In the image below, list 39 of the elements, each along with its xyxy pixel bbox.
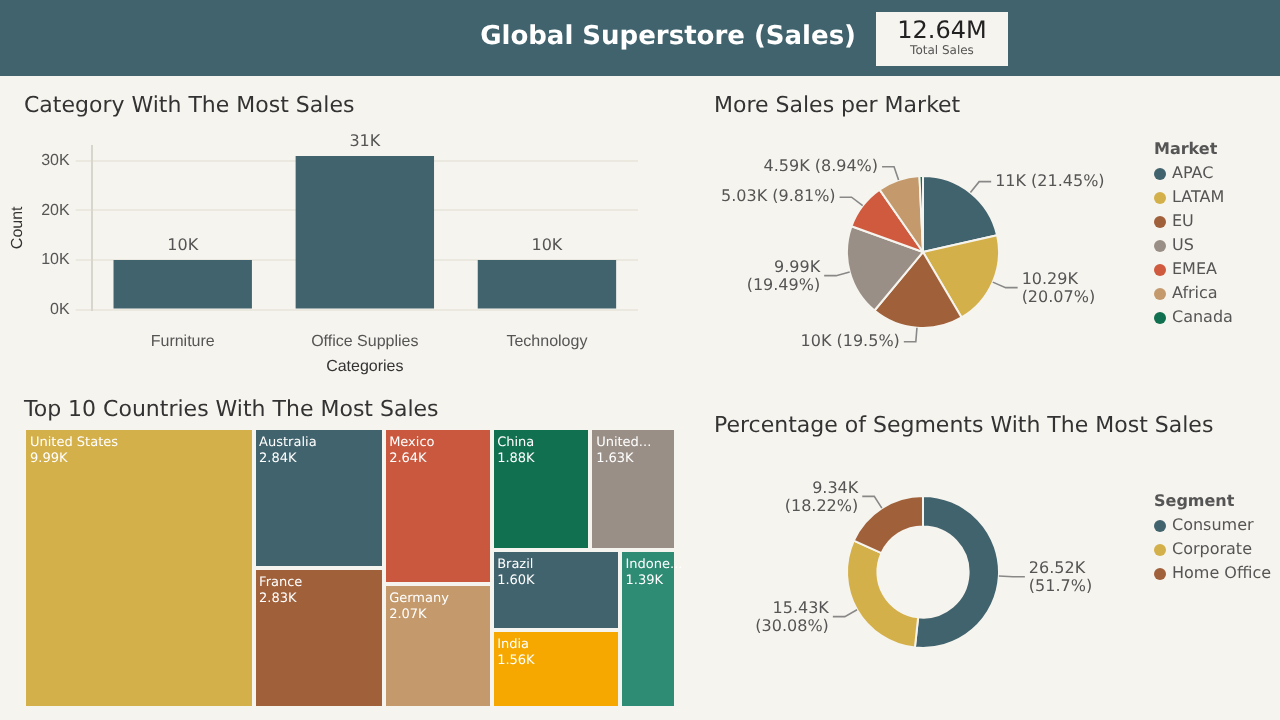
text: Global Superstore (Sales) xyxy=(480,22,856,52)
data-label: 5.03K (9.81%) xyxy=(721,187,836,206)
text: Top 10 Countries With The Most Sales xyxy=(24,396,441,422)
data-label: 4.59K (8.94%) xyxy=(763,156,879,175)
x-tick-label: Furniture xyxy=(150,331,216,350)
x-tick-label: Technology xyxy=(506,331,588,350)
data-label: 9.34K (18.22%) xyxy=(784,478,860,515)
x-axis-title: Categories xyxy=(326,356,404,375)
data-label: 10.29K (20.07%) xyxy=(1021,269,1096,306)
legend-label: Canada xyxy=(1172,308,1233,326)
legend-label: Consumer xyxy=(1172,516,1254,534)
legend-label: Africa xyxy=(1172,284,1218,302)
legend-label: APAC xyxy=(1172,164,1214,182)
data-label: 15.43K (30.08%) xyxy=(755,598,831,635)
chart-title: Category With The Most Sales xyxy=(24,92,357,118)
legend-label: Home Office xyxy=(1172,564,1272,582)
legend-label: US xyxy=(1172,236,1194,254)
legend-label: LATAM xyxy=(1172,188,1225,206)
data-label: 10K xyxy=(167,236,200,255)
data-label: 9.99K (19.49%) xyxy=(746,257,822,294)
legend-label: Corporate xyxy=(1172,540,1252,558)
chart-title: Percentage of Segments With The Most Sales xyxy=(714,412,1216,438)
legend-label: EMEA xyxy=(1172,260,1217,278)
y-tick-label: 30K xyxy=(41,151,71,170)
chart-title: More Sales per Market xyxy=(714,92,963,118)
legend-label: EU xyxy=(1172,212,1194,230)
y-axis-title: Count xyxy=(8,204,27,250)
data-label: 10K (19.5%) xyxy=(800,331,900,350)
y-tick-label: 10K xyxy=(41,250,71,269)
y-tick-label: 0K xyxy=(50,300,71,319)
y-tick-label: 20K xyxy=(41,200,71,219)
text: 12.64M xyxy=(895,16,989,44)
data-label: 26.52K (51.7%) xyxy=(1028,558,1093,595)
x-tick-label: Office Supplies xyxy=(311,331,419,350)
data-label: 11K (21.45%) xyxy=(995,171,1105,190)
data-label: 10K xyxy=(531,236,564,255)
data-label: 31K xyxy=(349,132,382,151)
legend-title: Segment xyxy=(1154,492,1237,510)
legend-title: Market xyxy=(1154,140,1220,158)
